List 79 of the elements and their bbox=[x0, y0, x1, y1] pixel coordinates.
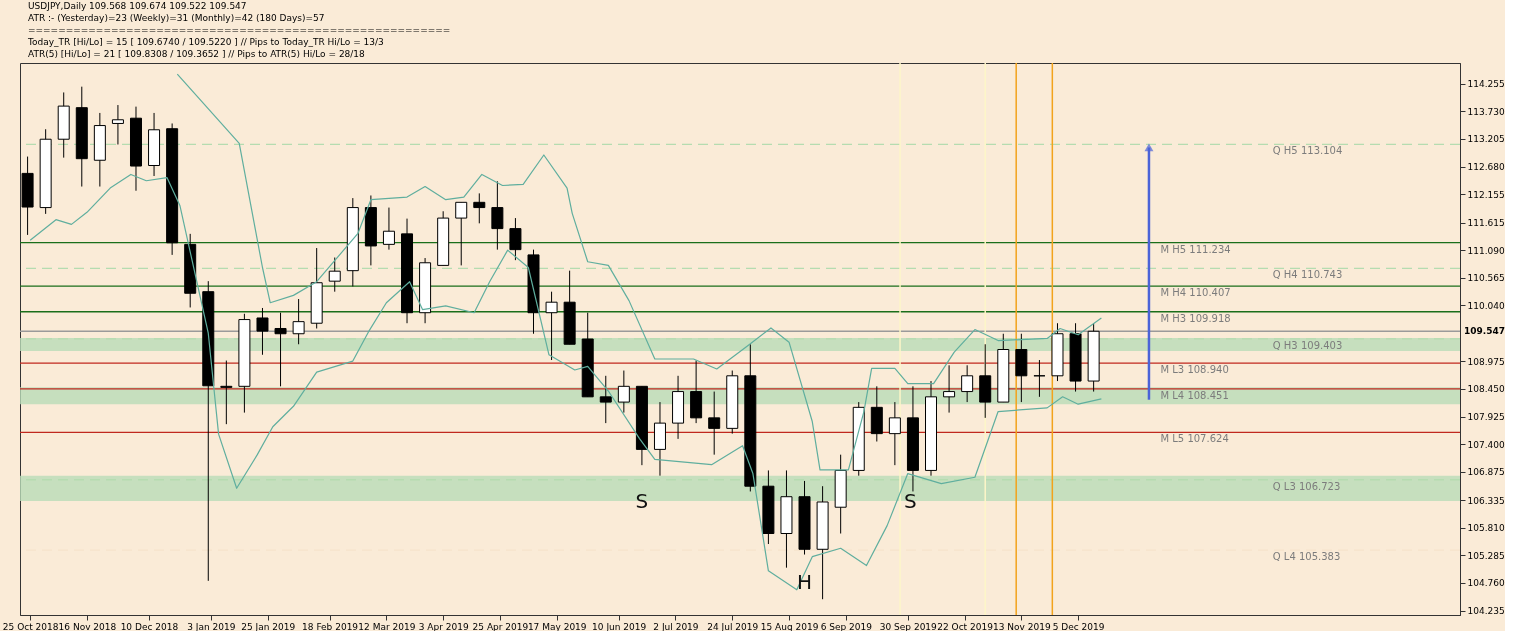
text: ATR :- (Yesterday)=23 (Weekly)=31 (Monthly)=42 (180 Days)=57 bbox=[28, 13, 325, 23]
ref-line-label: Q H3 109.403 bbox=[1272, 339, 1343, 351]
y-tick-label: 108.450 bbox=[1467, 384, 1505, 395]
y-tick-label: 107.400 bbox=[1467, 439, 1505, 450]
y-tick-label: 106.335 bbox=[1467, 495, 1505, 506]
candlestick bbox=[382, 207, 395, 251]
y-tick-label: 105.810 bbox=[1467, 523, 1505, 534]
y-tick-label: 110.040 bbox=[1467, 300, 1505, 311]
candlestick bbox=[455, 201, 468, 266]
line-series bbox=[29, 173, 1102, 591]
ref-line-label: M L4 108.451 bbox=[1160, 389, 1229, 401]
y-tick-label: 114.255 bbox=[1467, 79, 1505, 90]
x-tick-label: 25 Apr 2019 bbox=[472, 621, 529, 632]
x-tick-label: 3 Apr 2019 bbox=[418, 621, 469, 632]
y-tick-label: 112.155 bbox=[1467, 189, 1505, 200]
candlestick bbox=[220, 360, 233, 425]
text: ATR(5) [Hi/Lo] = 21 [ 109.8308 / 109.3652 ] // Pips to ATR(5) Hi/Lo = 28/18 bbox=[28, 49, 366, 59]
ref-line-label: M H5 111.234 bbox=[1160, 243, 1231, 255]
y-tick-label: 111.615 bbox=[1467, 218, 1505, 229]
y-tick-label: 106.875 bbox=[1467, 467, 1505, 478]
x-tick-label: 10 Jun 2019 bbox=[592, 621, 647, 632]
chart-title: USDJPY,Daily 109.568 109.674 109.522 109.547 bbox=[28, 1, 247, 11]
ref-line-label: 109.547 bbox=[1464, 326, 1505, 337]
candlestick bbox=[328, 257, 341, 293]
candlestick bbox=[961, 364, 974, 403]
candlestick bbox=[617, 370, 630, 414]
candlestick bbox=[888, 401, 901, 466]
x-tick-label: 12 Mar 2019 bbox=[358, 621, 416, 632]
x-tick-label: 13 Nov 2019 bbox=[993, 621, 1051, 632]
candlestick bbox=[599, 375, 612, 424]
ref-line-label: Q H4 110.743 bbox=[1272, 269, 1343, 281]
annotation: H bbox=[797, 570, 813, 595]
ref-line-label: Q L4 105.383 bbox=[1272, 551, 1341, 563]
x-tick-label: 5 Dec 2019 bbox=[1052, 621, 1105, 632]
x-tick-label: 25 Jan 2019 bbox=[241, 621, 296, 632]
y-tick-label: 110.565 bbox=[1467, 273, 1505, 284]
text: ======================================================== bbox=[28, 25, 451, 35]
x-tick-label: 25 Oct 2018 bbox=[2, 621, 59, 632]
x-tick-label: 3 Jan 2019 bbox=[187, 621, 236, 632]
annotation: S bbox=[635, 488, 649, 513]
candlestick bbox=[545, 291, 558, 361]
ref-line-label: M H3 109.918 bbox=[1160, 312, 1231, 324]
candlestick bbox=[256, 307, 269, 356]
y-tick-label: 112.680 bbox=[1467, 162, 1505, 173]
candlestick bbox=[491, 180, 504, 251]
y-tick-label: 111.090 bbox=[1467, 245, 1505, 256]
ref-line-label: M L3 108.940 bbox=[1160, 364, 1229, 376]
y-tick-label: 113.205 bbox=[1467, 134, 1505, 145]
candlestick bbox=[1033, 359, 1046, 398]
ref-line-label: Q H5 113.104 bbox=[1272, 145, 1343, 157]
y-tick-label: 104.760 bbox=[1467, 578, 1505, 589]
candlestick bbox=[473, 192, 486, 224]
ref-line-label: Q L3 106.723 bbox=[1272, 480, 1341, 492]
y-tick-label: 113.730 bbox=[1467, 106, 1505, 117]
ref-line-label: M H4 110.407 bbox=[1160, 287, 1231, 299]
x-tick-label: 22 Oct 2019 bbox=[937, 621, 994, 632]
candlestick bbox=[292, 298, 305, 345]
candlestick bbox=[111, 104, 124, 145]
x-tick-label: 24 Jul 2019 bbox=[707, 621, 759, 632]
candlestick bbox=[708, 391, 721, 456]
x-tick-label: 17 May 2019 bbox=[527, 621, 587, 632]
x-tick-label: 18 Feb 2019 bbox=[302, 621, 359, 632]
candlestick bbox=[274, 312, 287, 387]
candlestick bbox=[509, 217, 522, 261]
candlestick bbox=[943, 364, 956, 414]
y-tick-label: 105.285 bbox=[1467, 550, 1505, 561]
x-tick-label: 6 Sep 2019 bbox=[820, 621, 873, 632]
y-tick-label: 108.975 bbox=[1467, 356, 1505, 367]
x-tick-label: 2 Jul 2019 bbox=[653, 621, 699, 632]
text: Today_TR [Hi/Lo] = 15 [ 109.6740 / 109.5220 ] // Pips to Today_TR Hi/Lo = 13/3 bbox=[27, 37, 384, 47]
y-tick-label: 107.925 bbox=[1467, 412, 1505, 423]
x-tick-label: 16 Nov 2018 bbox=[58, 621, 117, 632]
line-series bbox=[176, 73, 1102, 471]
x-tick-label: 30 Sep 2019 bbox=[879, 621, 938, 632]
y-tick-label: 104.235 bbox=[1467, 606, 1505, 617]
x-tick-label: 10 Dec 2018 bbox=[120, 621, 179, 632]
annotation: S bbox=[904, 488, 917, 513]
x-tick-label: 15 Aug 2019 bbox=[760, 621, 819, 632]
ref-line-label: M L5 107.624 bbox=[1160, 433, 1229, 445]
